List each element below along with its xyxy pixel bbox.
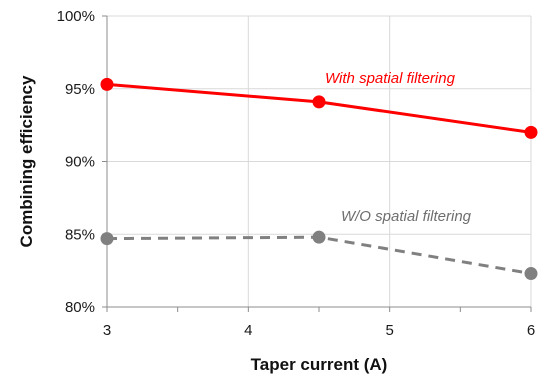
data-point-1 (312, 230, 326, 244)
x-tick-label: 6 (527, 322, 535, 339)
y-tick-label: 90% (65, 154, 95, 171)
series-label-without-filtering: W/O spatial filtering (341, 208, 472, 225)
x-tick-label: 4 (244, 322, 252, 339)
data-point-0 (100, 77, 114, 91)
y-tick-labels: 80% 85% 90% 95% 100% (57, 8, 95, 316)
y-tick-label: 85% (65, 226, 95, 243)
x-tick-label: 3 (103, 322, 111, 339)
axes (102, 15, 532, 312)
data-point-0 (524, 125, 538, 139)
y-tick-label: 80% (65, 299, 95, 316)
x-axis-title: Taper current (A) (251, 355, 388, 374)
data-point-0 (312, 95, 326, 109)
x-tick-labels: 3 4 5 6 (103, 322, 535, 339)
data-point-1 (524, 267, 538, 281)
series-line-0 (106, 82, 532, 134)
y-axis-title: Combining efficiency (17, 75, 36, 247)
data-point-1 (100, 232, 114, 246)
series-label-with-filtering: With spatial filtering (325, 70, 456, 87)
x-tick-label: 5 (385, 322, 393, 339)
series-layer (100, 77, 538, 281)
y-tick-label: 95% (65, 81, 95, 98)
y-tick-label: 100% (57, 8, 95, 25)
series-labels: With spatial filtering W/O spatial filte… (325, 70, 472, 225)
